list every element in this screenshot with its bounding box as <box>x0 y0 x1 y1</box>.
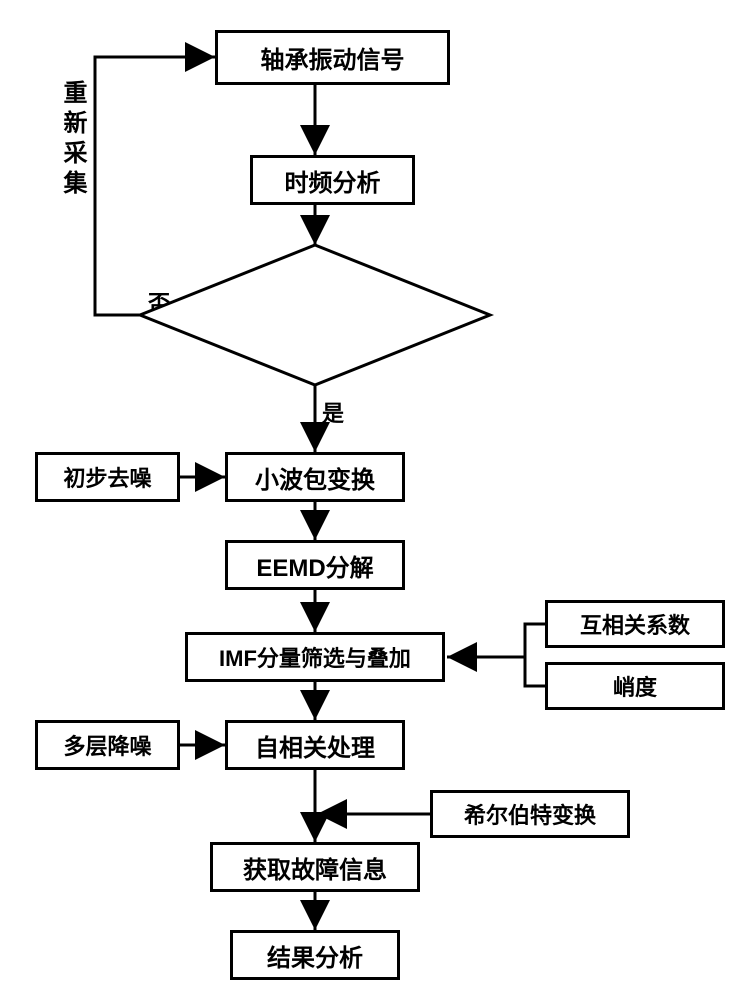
node-imf-selection: IMF分量筛选与叠加 <box>185 632 445 682</box>
node-label: 小波包变换 <box>255 460 375 495</box>
node-time-freq-analysis: 时频分析 <box>250 155 415 205</box>
side-initial-denoise: 初步去噪 <box>35 452 180 502</box>
node-result-analysis: 结果分析 <box>230 930 400 980</box>
node-eemd-decomposition: EEMD分解 <box>225 540 405 590</box>
label-no: 否 <box>148 286 170 318</box>
label-recollect: 重新采集 <box>55 80 90 200</box>
node-label: IMF分量筛选与叠加 <box>219 641 411 673</box>
label-text: 否 <box>148 291 170 316</box>
decision-fault-check: 初步判断是否故障 <box>140 293 490 337</box>
node-wavelet-packet: 小波包变换 <box>225 452 405 502</box>
side-multilayer-denoise: 多层降噪 <box>35 720 180 770</box>
side-cross-correlation: 互相关系数 <box>545 600 725 648</box>
side-kurtosis: 峭度 <box>545 662 725 710</box>
label-text: 重新采集 <box>59 80 86 200</box>
node-vibration-signal: 轴承振动信号 <box>215 30 450 85</box>
node-label: 自相关处理 <box>255 728 375 763</box>
node-label: EEMD分解 <box>256 548 373 583</box>
node-label: 互相关系数 <box>580 608 690 640</box>
node-label: 结果分析 <box>267 938 363 973</box>
label-yes: 是 <box>322 396 344 428</box>
node-get-fault-info: 获取故障信息 <box>210 842 420 892</box>
decision-label: 初步判断是否故障 <box>227 299 403 331</box>
node-label: 希尔伯特变换 <box>464 798 596 830</box>
label-text: 是 <box>322 401 344 426</box>
node-label: 初步去噪 <box>63 461 151 493</box>
node-label: 峭度 <box>613 670 657 702</box>
node-label: 多层降噪 <box>63 729 151 761</box>
node-label: 获取故障信息 <box>243 850 387 885</box>
node-label: 轴承振动信号 <box>261 40 405 75</box>
side-hilbert-transform: 希尔伯特变换 <box>430 790 630 838</box>
node-label: 时频分析 <box>285 163 381 198</box>
node-autocorrelation: 自相关处理 <box>225 720 405 770</box>
